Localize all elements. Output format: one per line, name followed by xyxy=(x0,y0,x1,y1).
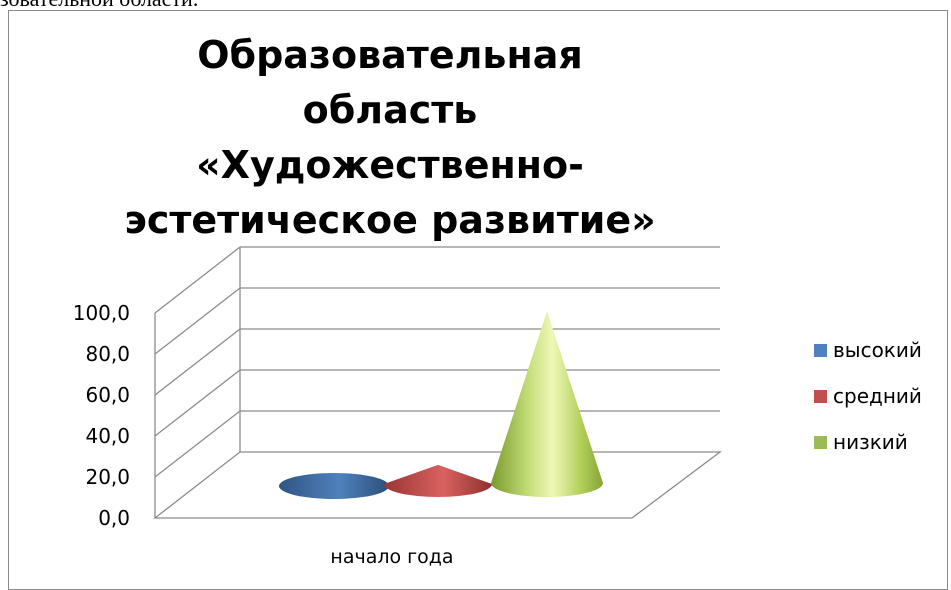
legend-label-medium: средний xyxy=(833,384,922,408)
legend-swatch-high xyxy=(814,343,827,357)
legend-swatch-medium xyxy=(814,389,827,403)
cone-base xyxy=(279,473,389,499)
gridline-side xyxy=(154,369,241,437)
cone-body xyxy=(384,464,492,497)
gridline-side xyxy=(154,328,241,396)
legend-label-high: высокий xyxy=(833,338,922,362)
chart-frame xyxy=(8,10,948,590)
legend-item-medium: средний xyxy=(814,384,922,408)
y-axis-ticks: 0,0 20,0 40,0 60,0 80,0 100,0 xyxy=(73,301,130,530)
legend-item-low: низкий xyxy=(814,430,922,454)
chart-axes xyxy=(153,246,722,519)
chart-legend: высокий средний низкий xyxy=(814,338,922,476)
legend-label-low: низкий xyxy=(833,430,908,454)
chart-title: Образовательная область «Художественно-э… xyxy=(124,33,656,242)
gridline-side xyxy=(154,287,241,355)
cone-medium xyxy=(384,464,492,497)
y-tick-label: 100,0 xyxy=(73,301,130,325)
legend-item-high: высокий xyxy=(814,338,922,362)
gridline-side xyxy=(154,246,241,314)
cone-high xyxy=(279,473,389,499)
y-tick-label: 0,0 xyxy=(98,506,130,530)
cone-low xyxy=(491,311,603,497)
cone-body xyxy=(491,311,603,497)
chart-marks xyxy=(279,311,603,499)
y-tick-label: 60,0 xyxy=(85,383,130,407)
legend-swatch-low xyxy=(814,435,827,449)
x-category-label: начало года xyxy=(330,546,453,568)
gridline-side xyxy=(154,410,241,478)
document-text-fragment: зовательной области. xyxy=(0,0,198,12)
y-tick-label: 20,0 xyxy=(85,465,130,489)
y-tick-label: 80,0 xyxy=(85,342,130,366)
chart-floor xyxy=(153,451,722,519)
y-tick-label: 40,0 xyxy=(85,424,130,448)
